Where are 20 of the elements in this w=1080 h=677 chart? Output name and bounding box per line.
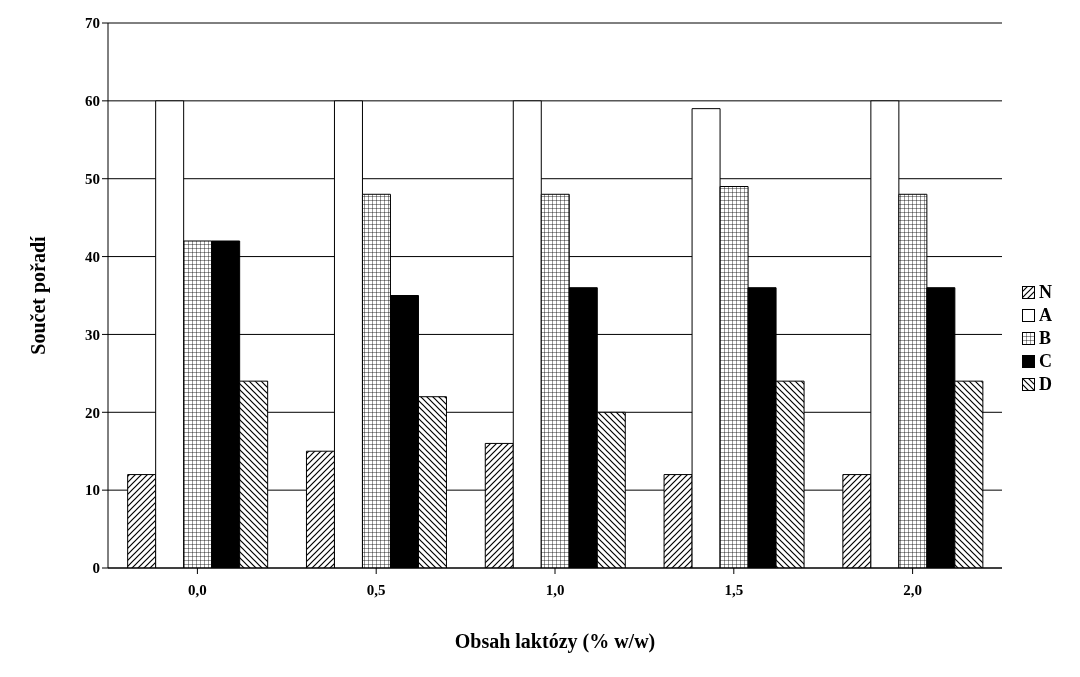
x-tick-label: 2,0 — [903, 581, 922, 598]
x-tick-label: 0,0 — [188, 581, 207, 598]
legend-label: N — [1039, 281, 1052, 303]
y-tick-label: 10 — [85, 482, 100, 499]
legend-label: B — [1039, 327, 1052, 349]
x-tick-label: 0,5 — [366, 581, 386, 598]
x-tick-label: 1,0 — [545, 581, 565, 598]
x-axis-title: Obsah laktózy (% w/w) — [454, 630, 656, 653]
y-tick-label: 0 — [92, 560, 100, 577]
y-tick-label: 40 — [85, 248, 100, 265]
y-tick-label: 70 — [85, 15, 100, 32]
legend-label: C — [1039, 350, 1052, 372]
legend-label: A — [1039, 304, 1052, 326]
y-tick-label: 50 — [85, 171, 100, 188]
y-tick-label: 20 — [85, 404, 100, 421]
x-tick-label: 1,5 — [724, 581, 744, 598]
legend-label: D — [1039, 373, 1052, 395]
y-axis-title: Součet pořadí — [27, 235, 51, 355]
y-tick-label: 60 — [85, 93, 100, 110]
y-tick-label: 30 — [85, 326, 100, 343]
